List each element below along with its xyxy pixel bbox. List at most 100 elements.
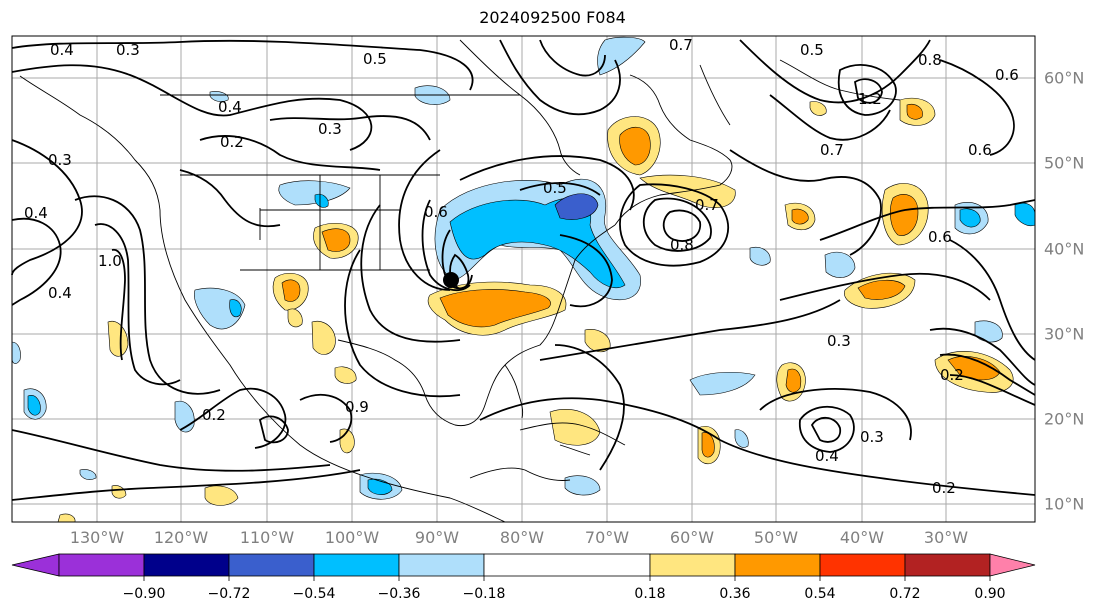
positive-area-west-plains-inner xyxy=(321,228,351,252)
negative-area-texas xyxy=(194,287,246,330)
contour-label: 0.7 xyxy=(669,36,693,54)
colorbar-segment xyxy=(143,553,230,577)
contour-label: 0.3 xyxy=(860,428,884,446)
contour-label: 0.6 xyxy=(968,141,992,159)
latitude-label: 50°N xyxy=(1044,153,1085,173)
colorbar-segment xyxy=(398,553,485,577)
contour-label: 0.3 xyxy=(318,120,342,138)
negative-area-north-1 xyxy=(597,36,646,76)
negative-area-north-3 xyxy=(209,91,229,102)
negative-area-plains xyxy=(278,180,351,206)
longitude-label: 130°W xyxy=(69,528,125,547)
positive-area-mexico xyxy=(311,320,336,355)
negative-area-pacific-1-inner xyxy=(27,395,41,416)
negative-area-atlantic-2 xyxy=(824,251,856,278)
contour-label: 0.7 xyxy=(695,196,719,214)
contour-label: 0.2 xyxy=(220,133,244,151)
contour-label: 0.8 xyxy=(918,51,942,69)
negative-area-small-1 xyxy=(734,429,749,448)
positive-area-atlantic-1-inner xyxy=(889,194,919,236)
colorbar-extend-low xyxy=(11,553,60,577)
negative-area-atlantic-4 xyxy=(749,247,771,266)
longitude-label: 40°W xyxy=(839,528,885,547)
latitude-label: 20°N xyxy=(1044,409,1085,429)
colorbar-tick-label: −0.36 xyxy=(377,586,421,602)
colorbar-tick-label: 0.18 xyxy=(634,586,666,602)
positive-area-pacific-1 xyxy=(107,320,129,357)
negative-area-texas-inner xyxy=(229,299,242,318)
negative-area-core xyxy=(554,193,599,220)
contour-label: 0.3 xyxy=(827,332,851,350)
colorbar-segment xyxy=(819,553,906,577)
colorbar-segment xyxy=(313,553,400,577)
map-frame xyxy=(11,35,1036,523)
latitude-label: 60°N xyxy=(1044,68,1085,88)
storm-center-marker xyxy=(443,272,459,288)
positive-area-pacific-2 xyxy=(204,485,239,506)
colorbar-tick-label: 0.90 xyxy=(974,586,1006,602)
contour-lines xyxy=(11,39,1036,501)
colorbar-tick-label: −0.72 xyxy=(207,586,251,602)
colorbar-segment xyxy=(649,553,736,577)
colorbar-tick-label: 0.54 xyxy=(804,586,836,602)
contour-label: 0.2 xyxy=(940,366,964,384)
negative-area-small-4 xyxy=(314,193,329,208)
contour-labels: 0.4 0.3 0.5 0.7 0.5 0.8 0.6 0.4 0.2 0.3 … xyxy=(24,36,1019,497)
contour-label: 0.6 xyxy=(995,66,1019,84)
colorbar-segment xyxy=(58,553,145,577)
contour-label: 1.0 xyxy=(98,252,122,270)
contour-label: 0.4 xyxy=(218,98,242,116)
longitude-label: 70°W xyxy=(584,528,630,547)
negative-area-atlantic-1-inner xyxy=(959,208,981,228)
positive-area-southwest-inner xyxy=(281,279,301,302)
colorbar-segment xyxy=(483,553,651,577)
contour-label: 0.8 xyxy=(670,236,694,254)
contour-label: 0.6 xyxy=(424,203,448,221)
positive-area-north-atlantic-inner xyxy=(906,103,923,120)
contour-label: 0.2 xyxy=(202,406,226,424)
contour-label: 0.2 xyxy=(932,479,956,497)
positive-area-southwest-2 xyxy=(287,308,303,328)
negative-area-atlantic-3 xyxy=(689,371,756,396)
contour-label: 0.4 xyxy=(815,447,839,465)
colorbar-tick-label: 0.36 xyxy=(719,586,751,602)
contour-label: 0.3 xyxy=(48,151,72,169)
positive-area-pacific-3 xyxy=(334,366,357,384)
colorbar-tick-label: −0.18 xyxy=(462,586,506,602)
longitude-label: 60°W xyxy=(669,528,715,547)
longitude-label: 110°W xyxy=(239,528,295,547)
colorbar-tick-label: −0.54 xyxy=(292,586,336,602)
negative-area-caribbean xyxy=(564,475,601,496)
latitude-label: 30°N xyxy=(1044,324,1085,344)
colorbar-segment xyxy=(904,553,991,577)
colorbar-segment xyxy=(734,553,821,577)
longitude-label: 120°W xyxy=(153,528,209,547)
contour-label: 0.5 xyxy=(800,41,824,59)
positive-area-atlantic-3-inner xyxy=(791,208,809,225)
positive-area-atlantic-2-inner xyxy=(857,279,906,300)
positive-area-canada-east-inner xyxy=(619,127,651,166)
negative-area-atlantic-6 xyxy=(974,320,1003,343)
negative-area-great-lakes-inner xyxy=(449,197,626,289)
colorbar-segment xyxy=(228,553,315,577)
latitude-label: 10°N xyxy=(1044,494,1085,514)
longitude-label: 100°W xyxy=(324,528,380,547)
latitude-label: 40°N xyxy=(1044,239,1085,259)
contour-label: 0.5 xyxy=(363,50,387,68)
longitude-label: 90°W xyxy=(414,528,460,547)
positive-area-mid-atlantic-inner xyxy=(785,368,802,393)
contour-label: 0.4 xyxy=(50,41,74,59)
contour-label: 0.6 xyxy=(928,228,952,246)
contour-label: 0.3 xyxy=(116,41,140,59)
contour-label: 0.4 xyxy=(24,204,48,222)
negative-area-small-3 xyxy=(79,469,97,480)
map-title: 2024092500 F084 xyxy=(479,8,626,27)
longitude-label: 50°W xyxy=(753,528,799,547)
contour-label: 0.4 xyxy=(48,284,72,302)
colorbar-tick-label: 0.72 xyxy=(889,586,921,602)
longitude-label: 30°W xyxy=(923,528,969,547)
contour-label: 0.7 xyxy=(820,141,844,159)
positive-area-southeast-inner xyxy=(439,289,551,328)
contour-label: 1.2 xyxy=(858,90,882,108)
